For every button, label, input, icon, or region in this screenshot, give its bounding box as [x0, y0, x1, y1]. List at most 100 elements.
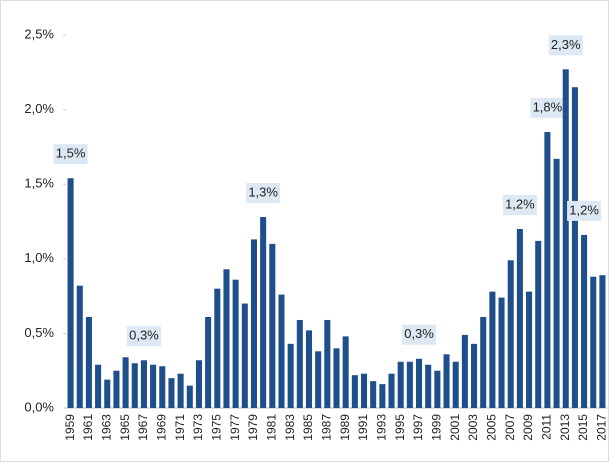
x-tick-label: 1991	[356, 414, 370, 441]
bar	[535, 240, 542, 408]
bar	[581, 234, 588, 408]
bar	[415, 358, 423, 408]
x-tick-label: 1973	[191, 414, 205, 441]
bar	[434, 370, 441, 408]
x-tick-label: 1967	[136, 414, 150, 441]
bar	[195, 360, 202, 408]
value-label-box	[246, 183, 281, 204]
x-tick-label: 1977	[228, 414, 242, 441]
bar	[205, 316, 212, 408]
bar	[232, 279, 239, 408]
bar	[526, 291, 533, 408]
bar	[388, 373, 395, 408]
bar	[159, 366, 166, 408]
bar	[177, 373, 184, 408]
bar	[76, 285, 83, 408]
bar	[315, 351, 322, 408]
bar	[553, 158, 560, 408]
bar	[95, 364, 102, 408]
x-tick-label: 2015	[576, 414, 590, 441]
bar	[599, 275, 606, 408]
bar	[85, 316, 92, 408]
value-label-box	[548, 35, 583, 56]
x-tick-label: 1961	[81, 414, 95, 441]
value-label: 2,3%	[551, 37, 581, 52]
bar	[122, 357, 129, 408]
x-tick-label: 1983	[283, 414, 297, 441]
x-tick-label: 2017	[595, 414, 609, 441]
bar	[305, 330, 313, 408]
bar	[342, 336, 349, 408]
value-label-box	[530, 97, 565, 118]
bar	[186, 385, 193, 408]
value-label-box	[567, 200, 602, 221]
y-tick-label: 2,5%	[24, 26, 54, 41]
x-tick-label: 2001	[448, 414, 462, 441]
x-tick-label: 1989	[338, 414, 352, 441]
value-label-box	[402, 324, 437, 345]
bar	[590, 276, 597, 408]
bar	[150, 364, 157, 408]
bar	[498, 297, 505, 408]
x-tick-label: 1995	[393, 414, 407, 441]
bar	[223, 269, 230, 408]
x-tick-label: 1969	[154, 414, 168, 441]
bar	[516, 228, 523, 408]
bar	[333, 348, 340, 408]
bar	[544, 131, 551, 409]
bar	[461, 334, 468, 408]
bar	[370, 381, 377, 408]
x-tick-label: 1963	[99, 414, 113, 441]
bar	[379, 384, 386, 408]
bar	[351, 375, 358, 408]
bar	[278, 294, 285, 408]
y-tick-label: 0,5%	[24, 325, 54, 340]
bar	[131, 363, 138, 408]
x-tick-label: 2011	[540, 414, 554, 440]
bar	[296, 319, 303, 408]
value-label: 1,8%	[533, 99, 563, 114]
x-tick-label: 1993	[375, 414, 389, 441]
bar	[406, 361, 413, 408]
x-tick-label: 1985	[301, 414, 315, 441]
value-label-box	[502, 194, 537, 215]
bar	[397, 361, 404, 408]
bar	[67, 178, 74, 408]
bar	[250, 239, 258, 408]
bar	[443, 354, 450, 408]
x-tick-label: 2003	[466, 414, 480, 441]
y-tick-label: 0,0%	[24, 399, 54, 414]
bar	[471, 343, 478, 408]
bar	[287, 343, 294, 408]
bar	[241, 303, 248, 408]
bar	[571, 87, 578, 408]
bar	[360, 373, 368, 408]
value-label: 1,3%	[248, 184, 278, 199]
x-tick-label: 2005	[485, 414, 499, 441]
bar	[452, 361, 459, 408]
value-label-box	[126, 326, 161, 347]
bar	[562, 69, 569, 408]
x-tick-label: 1975	[209, 414, 223, 441]
bar	[214, 288, 221, 408]
value-label: 1,5%	[56, 146, 86, 161]
x-tick-label: 1971	[173, 414, 187, 441]
x-tick-label: 1965	[118, 414, 132, 441]
x-tick-label: 2009	[521, 414, 535, 441]
y-tick-label: 1,5%	[24, 176, 54, 191]
value-label: 1,2%	[569, 202, 599, 217]
bar	[260, 217, 267, 408]
bar	[324, 319, 331, 408]
bar	[104, 379, 111, 408]
x-tick-label: 2013	[558, 414, 572, 441]
x-tick-label: 2007	[503, 414, 517, 441]
bar	[269, 243, 276, 408]
bar	[507, 260, 514, 408]
bar	[113, 370, 120, 408]
bar	[489, 291, 496, 408]
bar	[140, 360, 147, 408]
bar	[480, 316, 487, 408]
bar	[425, 364, 432, 408]
